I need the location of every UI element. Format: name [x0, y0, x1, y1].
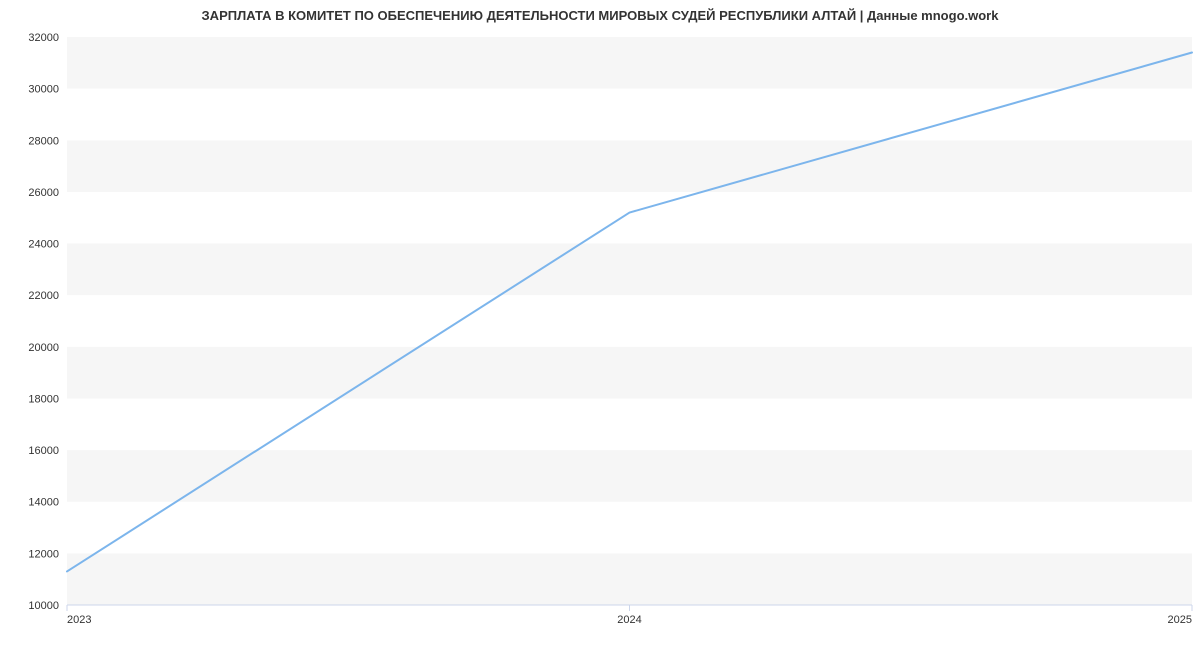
y-tick-label: 14000: [28, 497, 59, 509]
x-tick-label: 2024: [617, 614, 641, 626]
y-tick-label: 30000: [28, 84, 59, 96]
y-tick-label: 20000: [28, 342, 59, 354]
plot-band: [67, 140, 1192, 192]
plot-band: [67, 244, 1192, 296]
plot-band: [67, 295, 1192, 347]
y-tick-label: 28000: [28, 135, 59, 147]
plot-band: [67, 37, 1192, 89]
salary-line-chart: ЗАРПЛАТА В КОМИТЕТ ПО ОБЕСПЕЧЕНИЮ ДЕЯТЕЛ…: [0, 0, 1200, 650]
plot-band: [67, 502, 1192, 554]
y-tick-label: 22000: [28, 290, 59, 302]
y-tick-label: 24000: [28, 239, 59, 251]
x-tick-label: 2025: [1168, 614, 1192, 626]
chart-svg: 10000 12000 14000 16000 18000 20000 22000 24000…: [0, 0, 1200, 650]
y-tick-label: 18000: [28, 393, 59, 405]
y-tick-label: 32000: [28, 32, 59, 44]
y-tick-label: 16000: [28, 445, 59, 457]
y-tick-label: 26000: [28, 187, 59, 199]
plot-band: [67, 192, 1192, 244]
plot-band: [67, 553, 1192, 605]
y-tick-label: 12000: [28, 548, 59, 560]
x-tick-label: 2023: [67, 614, 91, 626]
plot-band: [67, 450, 1192, 502]
plot-band: [67, 398, 1192, 450]
plot-band: [67, 347, 1192, 399]
y-tick-label: 10000: [28, 600, 59, 612]
plot-band: [67, 89, 1192, 141]
